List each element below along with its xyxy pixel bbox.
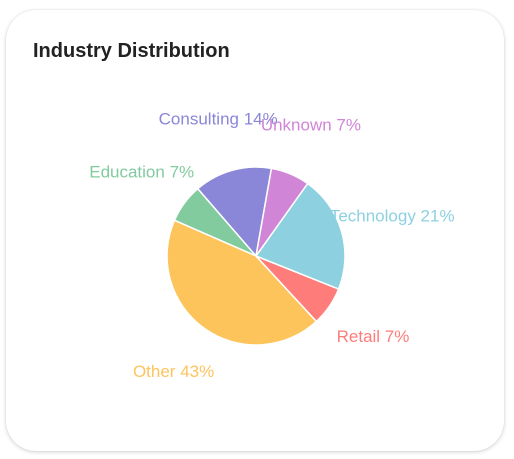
pie-label-education: Education 7%	[89, 162, 194, 181]
pie-slice-technology[interactable]	[254, 182, 346, 291]
pie-slice-other[interactable]	[166, 219, 318, 346]
pie-labels: Consulting 14% Education 7% Other 43% Retai…	[89, 110, 454, 382]
pie-slice-unknown[interactable]	[255, 167, 309, 257]
pie-label-retail: Retail 7%	[337, 327, 410, 346]
pie-label-technology: Technology 21%	[330, 207, 455, 226]
pie-slices	[166, 166, 346, 346]
card-title: Industry Distribution	[33, 40, 230, 62]
pie-label-other: Other 43%	[133, 362, 214, 381]
pie-label-consulting: Consulting 14%	[159, 110, 278, 129]
pie-slice-consulting[interactable]	[196, 166, 273, 258]
pie-label-unknown: Unknown 7%	[261, 116, 361, 135]
